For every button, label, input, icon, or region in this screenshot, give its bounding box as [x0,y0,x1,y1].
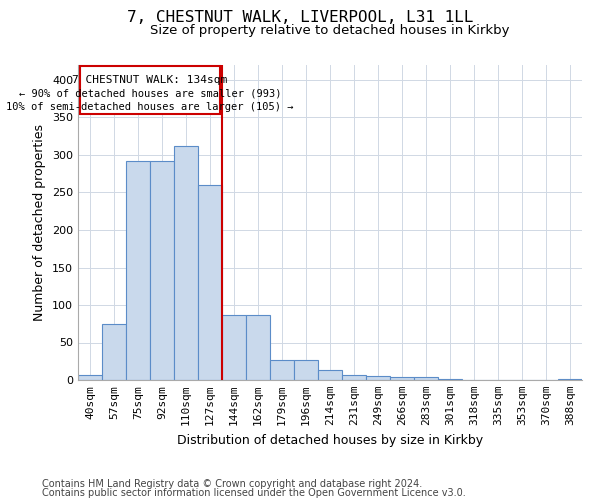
Bar [174,146,198,380]
Bar [78,375,102,380]
Bar [558,378,582,380]
Text: Contains public sector information licensed under the Open Government Licence v3: Contains public sector information licen… [42,488,466,498]
Bar [366,376,390,380]
Text: 10% of semi-detached houses are larger (105) →: 10% of semi-detached houses are larger (… [6,102,294,112]
Bar [438,378,462,380]
FancyBboxPatch shape [80,66,220,114]
Y-axis label: Number of detached properties: Number of detached properties [34,124,46,321]
Bar [222,315,246,380]
Bar [102,324,126,380]
Bar [342,375,366,380]
Bar [414,377,438,380]
Text: 7 CHESTNUT WALK: 134sqm: 7 CHESTNUT WALK: 134sqm [73,74,227,85]
Bar [318,370,342,380]
Title: Size of property relative to detached houses in Kirkby: Size of property relative to detached ho… [150,24,510,38]
X-axis label: Distribution of detached houses by size in Kirkby: Distribution of detached houses by size … [177,434,483,446]
Bar [246,315,270,380]
Bar [126,161,150,380]
Text: ← 90% of detached houses are smaller (993): ← 90% of detached houses are smaller (99… [19,89,281,99]
Bar [198,185,222,380]
Bar [294,360,318,380]
Text: Contains HM Land Registry data © Crown copyright and database right 2024.: Contains HM Land Registry data © Crown c… [42,479,422,489]
Bar [270,360,294,380]
Text: 7, CHESTNUT WALK, LIVERPOOL, L31 1LL: 7, CHESTNUT WALK, LIVERPOOL, L31 1LL [127,10,473,25]
Bar [390,377,414,380]
Bar [150,161,174,380]
